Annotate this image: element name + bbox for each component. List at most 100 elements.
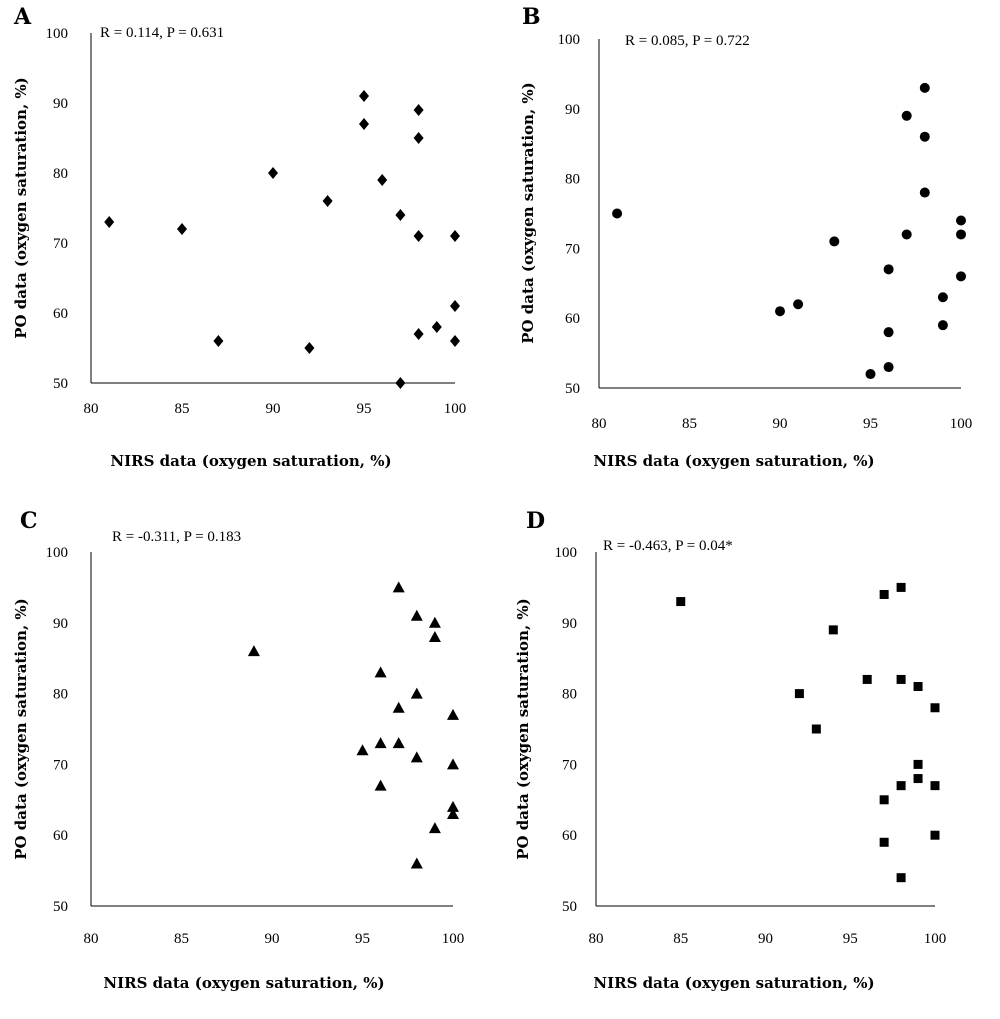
panel-d-y-tick: 50 (562, 899, 577, 915)
panel-a-point (413, 132, 424, 144)
panel-c-y-title: PO data (oxygen saturation, %) (12, 598, 30, 860)
panel-c-y-tick: 90 (53, 616, 68, 632)
panel-d-y-tick: 70 (562, 757, 577, 773)
panel-b-point (829, 236, 840, 247)
panel-b-y-tick: 100 (558, 32, 581, 48)
panel-a-point (395, 377, 406, 389)
panel-a-point (377, 174, 388, 186)
panel-a-x-tick: 80 (84, 401, 99, 417)
panel-a-point (104, 216, 115, 228)
panel-a-y-tick: 100 (46, 26, 69, 42)
panel-d-point (828, 625, 838, 635)
panel-c-point (428, 630, 441, 642)
panel-b-point (919, 82, 930, 93)
panel-b-point (901, 110, 912, 121)
panel-b-point (883, 264, 894, 275)
panel-b-x-tick: 80 (592, 416, 607, 432)
panel-c-x-tick: 85 (174, 931, 189, 947)
panel-a-point (213, 335, 224, 347)
panel-d-letter: D (526, 508, 545, 534)
panel-b-point (612, 208, 623, 219)
panel-c-point (374, 737, 387, 749)
panel-a-x-tick: 100 (444, 401, 467, 417)
panel-a-point (450, 335, 460, 347)
panel-a-x-tick: 85 (175, 401, 190, 417)
panel-a-point (395, 209, 406, 221)
panel-a-point (304, 342, 315, 354)
panel-a-point (413, 328, 424, 340)
panel-a-point (177, 223, 187, 235)
panel-b-point (937, 320, 948, 331)
panel-c-stats: R = -0.311, P = 0.183 (112, 529, 241, 545)
panel-c-x-tick: 80 (84, 931, 99, 947)
panel-a-point (359, 90, 369, 102)
panel-c-point (447, 800, 459, 812)
panel-b-y-tick: 90 (565, 102, 580, 118)
panel-d-y-tick: 80 (562, 687, 577, 703)
panel-a-y-tick: 80 (53, 166, 68, 182)
panel-a-point (268, 167, 278, 179)
panel-c-letter: C (20, 508, 38, 534)
panel-a-point (413, 104, 424, 116)
panel-a-x-title: NIRS data (oxygen saturation, %) (110, 452, 391, 470)
panel-a-point (431, 321, 442, 333)
panel-d-x-tick: 85 (673, 931, 688, 947)
panel-c-point (410, 751, 423, 763)
panel-d-point (930, 703, 940, 713)
panel-b-x-tick: 95 (863, 416, 878, 432)
panel-b-point (956, 229, 966, 240)
panel-b-y-tick: 70 (565, 241, 580, 257)
panel-b-point (956, 271, 966, 282)
panel-c-point (447, 708, 459, 720)
panel-c-point (356, 744, 369, 756)
panel-d-point (879, 837, 889, 847)
panel-d-point (879, 795, 889, 805)
panel-b-stats: R = 0.085, P = 0.722 (625, 33, 750, 49)
panel-a-point (450, 230, 460, 242)
panel-c-x-tick: 95 (355, 931, 370, 947)
panel-c-point (374, 779, 387, 791)
panel-c-point (410, 857, 423, 869)
panel-c-point (392, 737, 405, 749)
panel-d-x-tick: 90 (758, 931, 773, 947)
panel-b-point (937, 292, 948, 303)
panel-a-stats: R = 0.114, P = 0.631 (100, 25, 224, 41)
panel-b-point (775, 306, 785, 317)
panel-d-point (896, 582, 906, 592)
panel-c-point (410, 687, 423, 699)
panel-d-x-tick: 80 (589, 931, 604, 947)
panel-a-y-tick: 50 (53, 376, 68, 392)
panel-d-point (879, 589, 889, 599)
panel-c-point (428, 616, 441, 628)
panel-a-point (450, 300, 460, 312)
panel-b-point (901, 229, 912, 240)
panel-d-y-tick: 100 (555, 545, 578, 561)
panel-c-point (392, 581, 405, 593)
panel-c-x-tick: 100 (442, 931, 465, 947)
panel-b-point (919, 131, 930, 142)
panel-b-point (793, 299, 804, 310)
panel-a-y-tick: 90 (53, 96, 68, 112)
panel-c-y-tick: 100 (46, 545, 69, 561)
panel-c-point (428, 822, 441, 834)
panel-c-point (247, 645, 260, 657)
panel-d-point (794, 689, 804, 699)
panel-b-point (883, 362, 894, 373)
panel-d-point (676, 597, 686, 607)
panel-d-x-tick: 95 (843, 931, 858, 947)
panel-c-point (447, 807, 459, 819)
panel-d-point (811, 724, 821, 734)
panel-b-point (956, 215, 966, 226)
panel-d-point (930, 830, 940, 840)
panel-c-x-title: NIRS data (oxygen saturation, %) (103, 974, 384, 992)
panel-a-x-tick: 95 (357, 401, 372, 417)
panel-b-point (919, 187, 930, 198)
panel-a-point (359, 118, 369, 130)
panel-c-point (392, 701, 405, 713)
panel-c-point (374, 666, 387, 678)
panel-c-point (410, 609, 423, 621)
panel-b-point (865, 369, 876, 380)
panel-b-x-tick: 90 (773, 416, 788, 432)
panel-b-y-tick: 60 (565, 311, 580, 327)
